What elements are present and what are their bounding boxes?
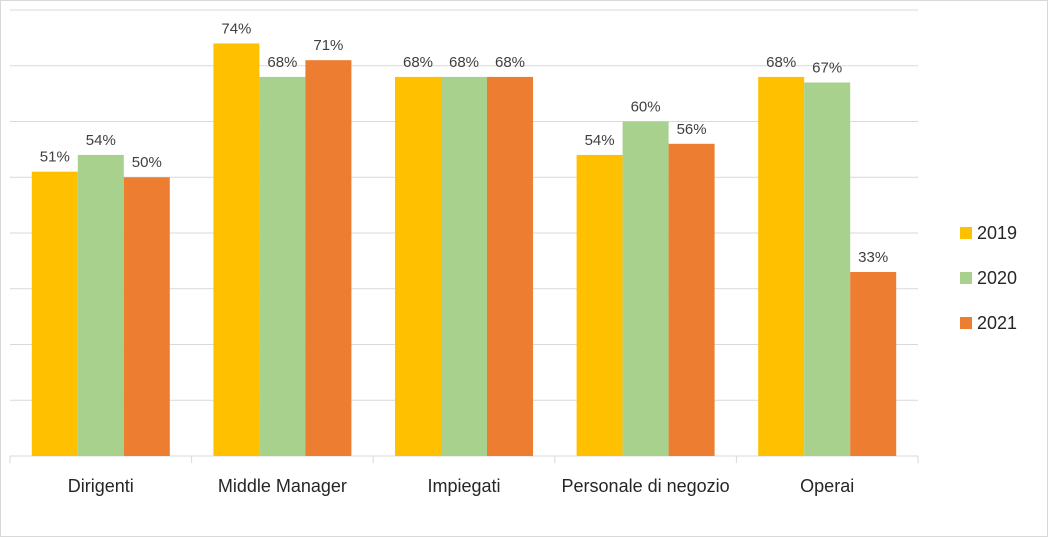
x-tick-label: Middle Manager [217, 476, 347, 496]
data-label: 67% [812, 59, 842, 76]
bar [77, 154, 124, 456]
data-label: 68% [766, 54, 796, 71]
bar [305, 60, 352, 457]
bar [441, 76, 487, 457]
data-label: 54% [86, 132, 116, 149]
legend-label: 2021 [977, 313, 1017, 333]
legend-swatch [960, 272, 972, 284]
legend-label: 2020 [977, 268, 1017, 288]
bar [213, 43, 260, 456]
data-label: 51% [40, 149, 70, 166]
data-label: 68% [403, 54, 433, 71]
bar [487, 76, 533, 457]
data-label: 33% [858, 249, 888, 266]
data-label: 60% [631, 98, 661, 115]
bar [576, 154, 623, 456]
data-label: 74% [221, 20, 251, 37]
bar [259, 76, 306, 457]
bar [758, 76, 805, 457]
legend-swatch [960, 317, 972, 329]
x-tick-label: Dirigenti [67, 476, 134, 496]
bar [850, 272, 897, 456]
data-label: 54% [585, 132, 615, 149]
bar [123, 177, 170, 456]
x-tick-label: Personale di negozio [561, 476, 730, 496]
bar [395, 76, 441, 457]
legend-label: 2019 [977, 223, 1017, 243]
data-label: 68% [449, 54, 479, 71]
x-tick-label: Operai [800, 476, 855, 496]
bar [804, 82, 851, 456]
data-label: 71% [313, 37, 343, 54]
data-label: 56% [677, 121, 707, 138]
data-label: 68% [267, 54, 297, 71]
data-label: 50% [132, 154, 162, 171]
data-label: 68% [495, 54, 525, 71]
bar [668, 143, 715, 457]
x-tick-label: Impiegati [427, 476, 501, 496]
bar [622, 121, 669, 456]
legend-swatch [960, 227, 972, 239]
bar [31, 171, 78, 457]
